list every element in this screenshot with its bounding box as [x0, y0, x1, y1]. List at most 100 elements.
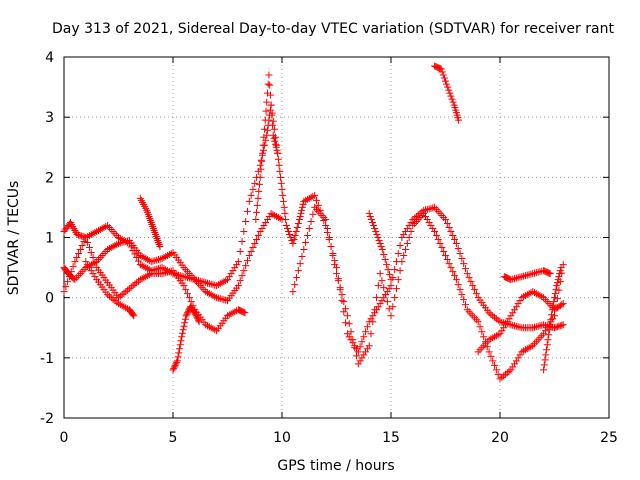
data-point [255, 187, 263, 195]
data-point [494, 331, 502, 339]
data-point [214, 281, 222, 289]
data-point [492, 315, 500, 323]
data-point [523, 291, 531, 299]
data-point [118, 302, 126, 310]
data-point [422, 206, 430, 214]
data-point [154, 256, 162, 264]
data-point [305, 194, 313, 202]
data-point [336, 284, 344, 292]
data-point [178, 272, 186, 280]
data-point [266, 91, 274, 99]
data-point [138, 275, 146, 283]
data-point [84, 239, 92, 247]
data-point [509, 275, 517, 283]
data-point [302, 239, 310, 247]
data-point [492, 332, 500, 340]
data-point [378, 277, 386, 285]
data-point [447, 264, 455, 272]
data-point [91, 228, 99, 236]
data-point [555, 286, 563, 294]
data-point [489, 357, 497, 365]
data-point [389, 303, 397, 311]
data-point [367, 315, 375, 323]
data-point [105, 245, 113, 253]
data-point [487, 335, 495, 343]
data-point [432, 231, 440, 239]
data-point [218, 295, 226, 303]
data-point [378, 297, 386, 305]
data-point [540, 361, 548, 369]
data-point [460, 260, 468, 268]
data-point [342, 305, 350, 313]
data-point [476, 323, 484, 331]
satellite-track-9 [365, 209, 395, 284]
data-point [407, 218, 415, 226]
data-point [520, 272, 528, 280]
data-point [471, 286, 479, 294]
data-point [261, 116, 269, 124]
data-point [378, 246, 386, 254]
data-point [383, 298, 391, 306]
data-point [253, 201, 261, 209]
data-point [140, 274, 148, 282]
data-point [440, 74, 448, 82]
data-point [227, 270, 235, 278]
data-point [281, 209, 289, 217]
data-point [182, 286, 190, 294]
data-point [551, 294, 558, 302]
data-point [386, 271, 394, 279]
data-point [293, 223, 301, 231]
data-point [279, 191, 287, 199]
data-point [209, 325, 217, 333]
data-point [518, 273, 526, 281]
data-point [362, 328, 370, 336]
data-point [549, 315, 557, 323]
data-point [529, 324, 537, 332]
data-point [261, 125, 269, 133]
data-point [516, 297, 524, 305]
data-point [62, 283, 70, 291]
data-point [553, 279, 561, 287]
data-point [111, 297, 119, 305]
data-point [449, 231, 457, 239]
data-point [536, 292, 544, 300]
data-point [192, 310, 200, 318]
data-point [354, 360, 362, 368]
data-point [158, 264, 166, 272]
data-point [269, 131, 277, 139]
data-point [527, 343, 535, 351]
data-point [507, 312, 515, 320]
data-point [204, 322, 212, 330]
data-point [171, 361, 179, 369]
data-point [340, 308, 348, 316]
data-point [202, 321, 210, 329]
data-point [82, 234, 90, 241]
data-point [534, 322, 542, 330]
data-point [160, 254, 168, 262]
data-point [245, 252, 253, 260]
data-point [240, 308, 248, 316]
satellite-track-6 [169, 303, 203, 374]
data-point [179, 326, 187, 334]
data-point [309, 210, 317, 218]
data-point [213, 294, 221, 302]
data-point [549, 302, 557, 310]
x-axis: 0 5 10 15 20 25 [60, 57, 618, 446]
data-point [511, 360, 519, 368]
data-point [195, 318, 203, 326]
data-point [271, 211, 279, 219]
data-point [518, 348, 526, 356]
data-point [556, 270, 564, 278]
data-point [383, 261, 391, 269]
data-point [380, 284, 388, 292]
data-point [102, 222, 110, 230]
data-point [383, 288, 391, 296]
data-point [207, 291, 215, 299]
data-point [105, 292, 113, 300]
data-point [365, 209, 373, 217]
data-point [280, 203, 288, 211]
data-point [485, 348, 493, 356]
data-point [440, 248, 448, 256]
data-point [60, 288, 68, 296]
data-point [443, 256, 451, 264]
